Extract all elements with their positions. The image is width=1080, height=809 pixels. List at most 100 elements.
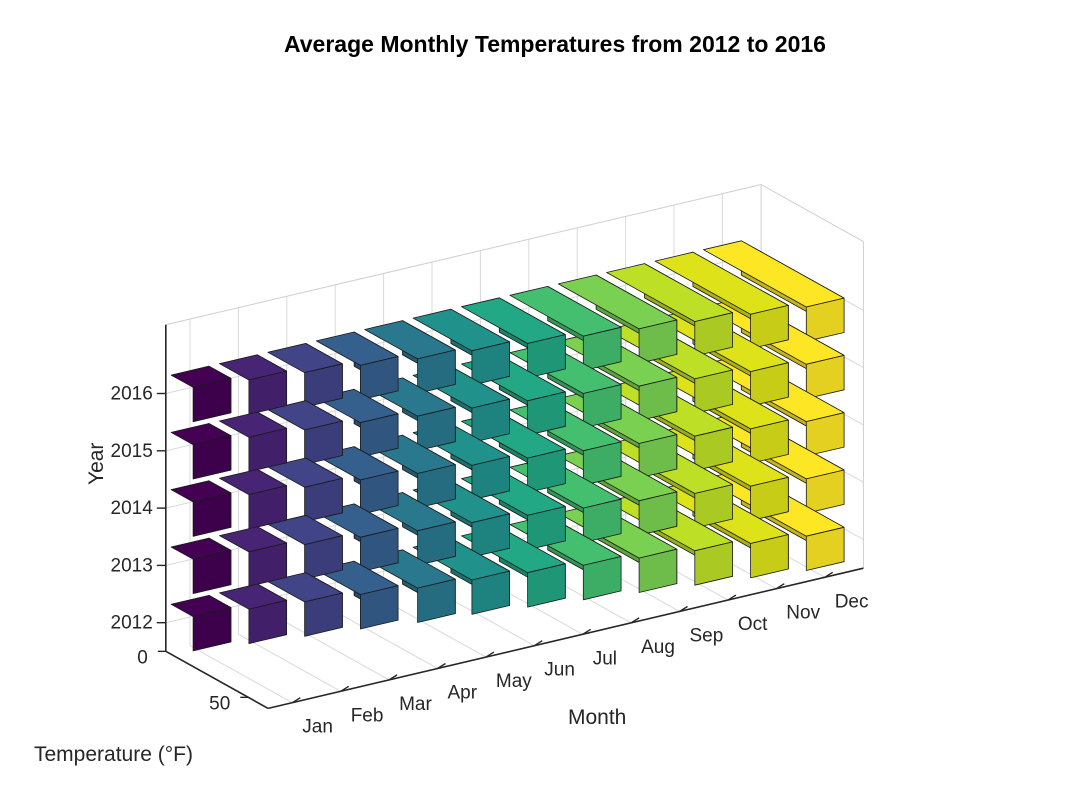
chart-bars: [170, 240, 845, 652]
bar-end: [527, 391, 566, 436]
bar-end: [192, 377, 232, 423]
bar-end: [192, 549, 232, 594]
grid-line: [286, 622, 390, 681]
chart-axes: [165, 324, 864, 710]
bar-end: [471, 398, 511, 443]
x-tick-mark: [679, 605, 688, 613]
bar-end: [359, 585, 399, 630]
bar-end: [304, 592, 343, 637]
bar-end: [805, 469, 845, 514]
bar-end: [471, 341, 511, 386]
bar-end: [192, 607, 232, 652]
bar: [170, 423, 232, 480]
bar-end: [304, 420, 343, 465]
x-tick-label: Jan: [302, 717, 333, 738]
x-tick-label: Oct: [738, 614, 768, 635]
bar-end: [750, 476, 789, 521]
x-tick-label: Jul: [593, 648, 617, 669]
z-axis-label: Temperature (°F): [34, 743, 193, 766]
x-tick-label: Dec: [835, 591, 869, 612]
bar-end: [582, 441, 622, 486]
bar: [267, 457, 343, 523]
x-tick-mark: [727, 594, 737, 601]
bar-end: [304, 535, 343, 580]
box-edge: [760, 184, 864, 242]
x-tick-label: Mar: [399, 694, 432, 715]
x-tick-label: Feb: [351, 705, 384, 726]
bar: [267, 342, 343, 408]
bar-end: [582, 326, 622, 372]
bar-end: [638, 491, 678, 536]
grid-line: [334, 611, 438, 669]
bar-end: [471, 513, 511, 558]
bar-end: [750, 534, 789, 579]
bar-end: [527, 334, 566, 379]
bar-end: [417, 521, 456, 566]
bar-end: [359, 470, 399, 515]
bar-end: [582, 384, 622, 429]
bar: [219, 354, 288, 415]
grid-line: [383, 599, 487, 658]
x-tick-mark: [485, 651, 495, 658]
bar-end: [638, 376, 678, 422]
t-tick-label: 0: [137, 647, 148, 668]
x-tick-mark: [775, 583, 785, 590]
bar-end: [304, 363, 343, 408]
bar: [170, 595, 232, 652]
bar: [509, 285, 622, 372]
bar-end: [417, 349, 456, 394]
bar-end: [805, 297, 845, 342]
bar-end: [359, 356, 399, 401]
bar-end: [417, 406, 456, 452]
x-tick-mark: [582, 628, 592, 635]
bar-end: [582, 556, 622, 601]
y-axis-label: Year: [85, 443, 108, 485]
bar-end: [417, 464, 456, 509]
bar-end: [638, 319, 678, 364]
x-tick-mark: [291, 697, 301, 704]
x-tick-label: Sep: [690, 625, 724, 646]
x-tick-label: Nov: [786, 603, 820, 624]
bar: [461, 297, 566, 379]
x-tick-mark: [388, 674, 398, 681]
bar-end: [248, 599, 288, 644]
bar: [219, 526, 288, 587]
bar-end: [527, 563, 566, 608]
chart-ticks: 2012 2013 2014 2015 2016 0 50 Jan Feb Mar Apr May Ju…: [111, 384, 869, 738]
x-tick-mark: [340, 685, 350, 692]
axis-line: [267, 567, 864, 710]
x-tick-mark: [533, 640, 543, 647]
bar-end: [527, 448, 566, 493]
bar-end: [582, 498, 622, 543]
bar-end: [805, 354, 845, 400]
x-tick-label: Jun: [544, 660, 575, 681]
bar-end: [359, 413, 399, 458]
bar: [606, 263, 733, 357]
chart-title: Average Monthly Temperatures from 2012 t…: [284, 31, 826, 57]
bar-end: [694, 541, 733, 586]
y-tick-label: 2013: [111, 555, 153, 576]
bar-end: [527, 506, 566, 551]
bar: [703, 240, 845, 342]
x-tick-label: Apr: [448, 682, 478, 703]
bar-end: [471, 456, 511, 501]
bar-end: [638, 434, 678, 479]
bar-end: [304, 477, 343, 523]
bar: [267, 400, 343, 465]
bar: [364, 320, 456, 394]
bar: [267, 514, 343, 580]
bar-end: [750, 304, 789, 350]
bar: [654, 251, 789, 350]
bar: [219, 583, 288, 644]
x-tick-mark: [630, 617, 640, 624]
box-edge: [165, 184, 762, 326]
bar: [219, 468, 288, 530]
x-tick-label: May: [496, 671, 532, 692]
grid-line: [189, 645, 293, 704]
bar: [170, 537, 232, 594]
x-tick-mark: [437, 662, 446, 670]
y-tick-label: 2015: [111, 441, 153, 462]
bar-end: [805, 526, 845, 571]
bar-end: [694, 484, 733, 529]
